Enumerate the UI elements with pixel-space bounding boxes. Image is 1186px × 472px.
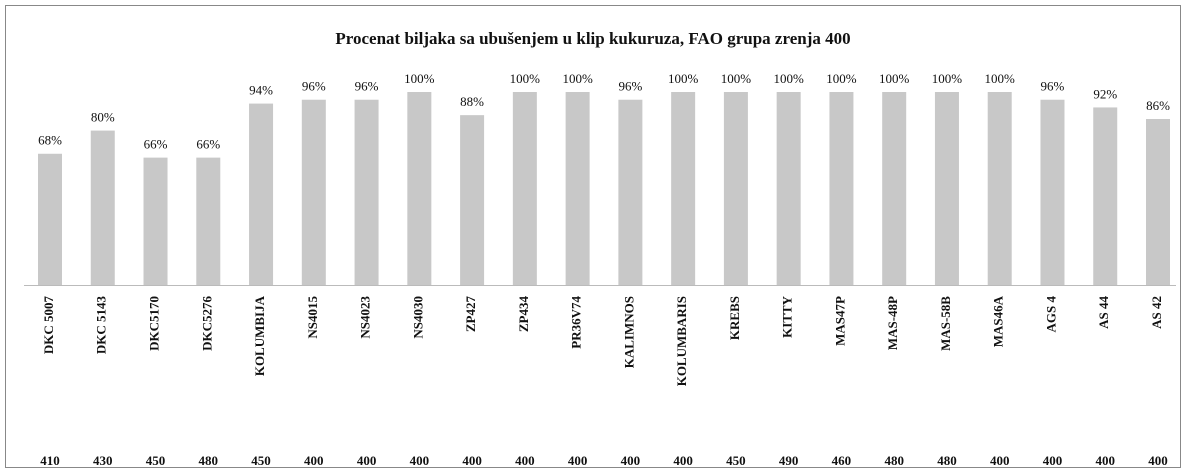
x-tick-label: KITTY — [780, 295, 795, 338]
fao-group-label: 460 — [832, 453, 852, 468]
x-tick-label: MAS-58B — [938, 296, 953, 351]
value-label: 96% — [618, 79, 642, 94]
value-label: 68% — [38, 133, 62, 148]
x-tick-label: AS 44 — [1096, 296, 1111, 329]
bar — [882, 92, 907, 285]
chart-title: Procenat biljaka sa ubušenjem u klip kuk… — [335, 29, 850, 48]
x-tick-label: KREBS — [727, 296, 742, 340]
fao-group-label: 450 — [726, 453, 746, 468]
value-label: 100% — [879, 71, 910, 86]
fao-group-label: 480 — [884, 453, 904, 468]
x-tick-label: KOLUMBIJA — [252, 295, 267, 376]
x-tick-label: MAS47P — [832, 296, 847, 346]
value-label: 100% — [510, 71, 541, 86]
fao-group-label: 410 — [40, 453, 60, 468]
fao-group-label: 430 — [93, 453, 113, 468]
x-tick-label: MAS-48P — [885, 296, 900, 350]
value-label: 96% — [1041, 79, 1065, 94]
value-label: 86% — [1146, 98, 1170, 113]
bar — [460, 115, 485, 285]
bar — [249, 103, 274, 285]
bar — [565, 92, 590, 285]
value-label: 100% — [932, 71, 963, 86]
bar — [723, 92, 748, 285]
value-label: 96% — [302, 79, 326, 94]
x-tick-label: NS4030 — [410, 296, 425, 339]
fao-group-label: 480 — [199, 453, 219, 468]
x-tick-label: DKC5170 — [147, 296, 162, 351]
value-label: 80% — [91, 110, 115, 125]
bar — [196, 157, 221, 285]
fao-group-label: 490 — [779, 453, 799, 468]
value-label: 94% — [249, 83, 273, 98]
bar — [987, 92, 1012, 285]
bar — [38, 153, 62, 285]
x-tick-label: PR36V74 — [569, 296, 584, 349]
x-tick-label: ZP434 — [516, 296, 531, 333]
value-label: 100% — [721, 71, 752, 86]
x-tick-label: AS 42 — [1149, 296, 1164, 329]
value-label: 100% — [562, 71, 593, 86]
value-label: 88% — [460, 94, 484, 109]
fao-group-label: 400 — [1043, 453, 1063, 468]
x-tick-label: DKC 5007 — [41, 296, 56, 355]
x-tick-label: AGS 4 — [1043, 296, 1058, 333]
x-tick-label: KOLUMBARIS — [674, 296, 689, 386]
bar — [934, 92, 959, 285]
value-label: 100% — [668, 71, 699, 86]
bar — [1093, 107, 1118, 285]
bar — [143, 157, 168, 285]
fao-group-label: 450 — [251, 453, 271, 468]
bar — [829, 92, 854, 285]
bar — [1146, 119, 1170, 286]
bar — [512, 92, 537, 285]
bar — [354, 99, 379, 285]
x-tick-label: DKC5276 — [199, 296, 214, 351]
x-tick-label: ZP427 — [463, 296, 478, 333]
x-tick-label: DKC 5143 — [94, 296, 109, 355]
fao-group-label: 400 — [673, 453, 693, 468]
value-label: 92% — [1093, 86, 1117, 101]
fao-group-label: 400 — [990, 453, 1010, 468]
bar — [301, 99, 326, 285]
value-label: 100% — [404, 71, 435, 86]
bar — [618, 99, 643, 285]
bar — [776, 92, 801, 285]
value-label: 100% — [985, 71, 1016, 86]
chart-frame — [5, 5, 1181, 468]
value-label: 100% — [826, 71, 857, 86]
fao-group-label: 480 — [937, 453, 957, 468]
fao-group-label: 400 — [1095, 453, 1115, 468]
bar — [1040, 99, 1065, 285]
fao-group-label: 400 — [568, 453, 588, 468]
bar — [90, 130, 115, 285]
fao-group-label: 450 — [146, 453, 166, 468]
fao-group-label: 400 — [1148, 453, 1168, 468]
bar — [407, 92, 432, 285]
fao-group-label: 400 — [515, 453, 535, 468]
value-label: 66% — [196, 137, 220, 152]
fao-group-label: 400 — [462, 453, 482, 468]
x-tick-label: NS4023 — [358, 296, 373, 339]
x-tick-label: KALIMNOS — [621, 296, 636, 368]
x-tick-label: MAS46A — [991, 295, 1006, 347]
value-label: 66% — [144, 137, 168, 152]
value-label: 100% — [773, 71, 804, 86]
fao-group-label: 400 — [304, 453, 324, 468]
fao-group-label: 400 — [357, 453, 377, 468]
fao-group-label: 400 — [621, 453, 641, 468]
x-tick-label: NS4015 — [305, 296, 320, 339]
bar — [671, 92, 696, 285]
fao-group-label: 400 — [410, 453, 430, 468]
value-label: 96% — [355, 79, 379, 94]
